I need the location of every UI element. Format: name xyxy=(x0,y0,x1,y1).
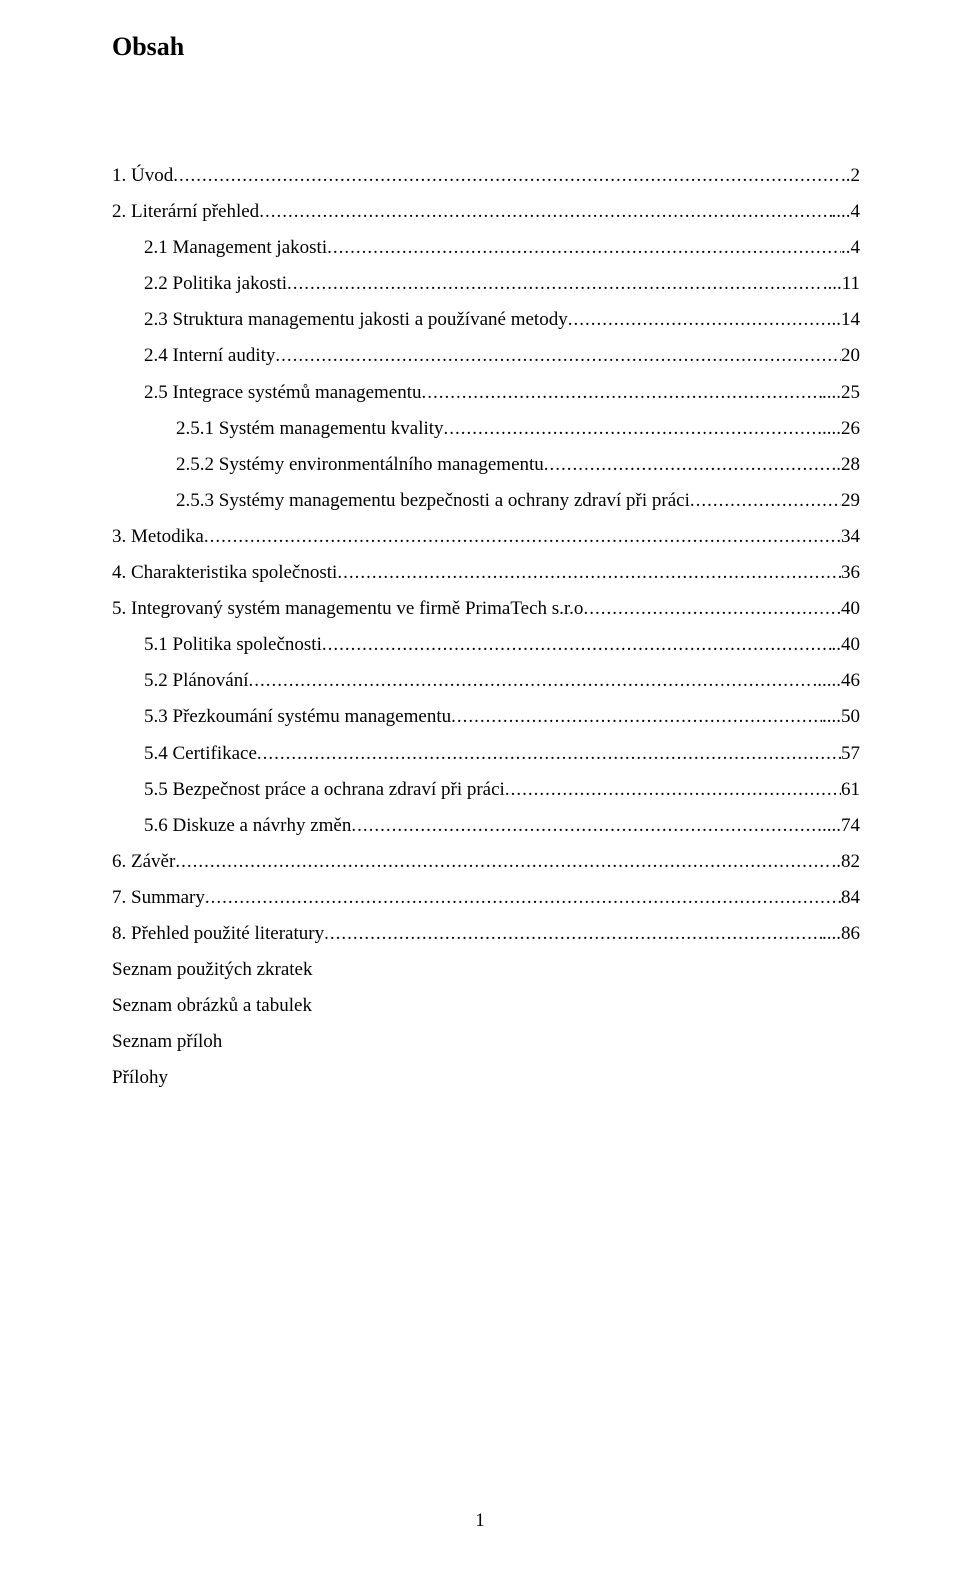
toc-entry: 2.5.3 Systémy managementu bezpečnosti a … xyxy=(112,483,860,519)
toc-entry-label: 4. Charakteristika společnosti xyxy=(112,555,337,591)
toc-entry-leader: ........................................… xyxy=(505,772,841,808)
toc-entry: 7. Summary..............................… xyxy=(112,880,860,916)
toc-entry-label: 2.3 Struktura managementu jakosti a použ… xyxy=(144,302,568,338)
toc-entry: 5.5 Bezpečnost práce a ochrana zdraví př… xyxy=(112,772,860,808)
toc-entry-label: 8. Přehled použité literatury xyxy=(112,916,324,952)
toc-entry-page: ....74 xyxy=(822,808,860,844)
toc-entry-leader: ........................................… xyxy=(422,375,822,411)
toc-entry: 5.1 Politika společnosti................… xyxy=(112,627,860,663)
toc-entry-leader: ........................................… xyxy=(690,483,841,519)
toc-entry-leader: ........................................… xyxy=(351,808,822,844)
toc-entry: 5.6 Diskuze a návrhy změn...............… xyxy=(112,808,860,844)
toc-entry-leader: ........................................… xyxy=(257,736,841,772)
toc-entry-label: 1. Úvod xyxy=(112,158,173,194)
page-number: 1 xyxy=(0,1510,960,1532)
toc-entry-leader: ........................................… xyxy=(259,194,831,230)
toc-entry-leader: ........................................… xyxy=(175,844,831,880)
toc-entry-label: 2.5.3 Systémy managementu bezpečnosti a … xyxy=(176,483,690,519)
toc-entry: 2.5.2 Systémy environmentálního manageme… xyxy=(112,447,860,483)
toc-plain-line: Seznam příloh xyxy=(112,1024,860,1060)
toc-entry-label: 7. Summary xyxy=(112,880,205,916)
toc-entry-label: 5.6 Diskuze a návrhy změn xyxy=(144,808,351,844)
toc-entry-page: ..40 xyxy=(832,627,861,663)
toc-entry: 2.3 Struktura managementu jakosti a použ… xyxy=(112,302,860,338)
toc-entry-leader: ........................................… xyxy=(444,411,822,447)
toc-entry-label: 5. Integrovaný systém managementu ve fir… xyxy=(112,591,583,627)
toc-plain-line: Seznam použitých zkratek xyxy=(112,952,860,988)
toc-entry: 5.4 Certifikace.........................… xyxy=(112,736,860,772)
toc-entry-leader: ........................................… xyxy=(451,699,822,735)
toc-entry-label: 5.4 Certifikace xyxy=(144,736,257,772)
toc-entry-leader: ........................................… xyxy=(287,266,823,302)
toc-entry: 2.5 Integrace systémů managementu.......… xyxy=(112,375,860,411)
toc-entry-label: 2. Literární přehled xyxy=(112,194,259,230)
toc-entry-label: 2.5.1 Systém managementu kvality xyxy=(176,411,444,447)
toc-entry: 5. Integrovaný systém managementu ve fir… xyxy=(112,591,860,627)
toc-entry-label: 5.3 Přezkoumání systému managementu xyxy=(144,699,451,735)
toc-entry-page: ....11 xyxy=(823,266,860,302)
toc-entry: 6. Závěr................................… xyxy=(112,844,860,880)
toc-entry-page: 20 xyxy=(841,338,860,374)
toc-entry-label: 6. Závěr xyxy=(112,844,175,880)
toc-entry-label: 2.2 Politika jakosti xyxy=(144,266,287,302)
toc-entry-page: 61 xyxy=(841,772,860,808)
toc-entry: 2.5.1 Systém managementu kvality........… xyxy=(112,411,860,447)
toc-entry: 1. Úvod.................................… xyxy=(112,158,860,194)
toc-entry-page: 36 xyxy=(841,555,860,591)
toc-entry-leader: ........................................… xyxy=(568,302,832,338)
toc-entry-page: ....86 xyxy=(822,916,860,952)
toc-entry-label: 2.1 Management jakosti xyxy=(144,230,327,266)
toc-entry-leader: ........................................… xyxy=(205,880,841,916)
toc-entry-page: 84 xyxy=(841,880,860,916)
toc-entry-page: ..82 xyxy=(832,844,861,880)
toc-entry-leader: ........................................… xyxy=(544,447,832,483)
toc-entry-page: ....25 xyxy=(822,375,860,411)
toc-entry-page: 40 xyxy=(841,591,860,627)
toc-entry-label: 2.5 Integrace systémů managementu xyxy=(144,375,422,411)
toc-entry-page: 34 xyxy=(841,519,860,555)
toc-entry-page: 29 xyxy=(841,483,860,519)
toc-entry-page: 57 xyxy=(841,736,860,772)
toc-entry-page: ..2 xyxy=(841,158,860,194)
toc-entry-page: ..14 xyxy=(832,302,861,338)
toc-entry-page: ..4 xyxy=(841,230,860,266)
toc-entry-leader: ........................................… xyxy=(322,627,832,663)
toc-entry-leader: ........................................… xyxy=(583,591,841,627)
toc-entry: 5.3 Přezkoumání systému managementu.....… xyxy=(112,699,860,735)
toc-entry-page: ......46 xyxy=(813,663,861,699)
toc-entry: 2.1 Management jakosti..................… xyxy=(112,230,860,266)
toc-entry-page: ....4 xyxy=(832,194,861,230)
toc-entry: 5.2 Plánování...........................… xyxy=(112,663,860,699)
toc-entry-page: ....26 xyxy=(822,411,860,447)
toc-entry-leader: ........................................… xyxy=(275,338,841,374)
toc-entry: 2. Literární přehled....................… xyxy=(112,194,860,230)
toc-entry: 8. Přehled použité literatury...........… xyxy=(112,916,860,952)
toc-entry: 2.2 Politika jakosti....................… xyxy=(112,266,860,302)
toc-list: 1. Úvod.................................… xyxy=(112,158,860,1096)
toc-entry-label: 2.4 Interní audity xyxy=(144,338,275,374)
toc-entry-leader: ........................................… xyxy=(249,663,813,699)
toc-entry-label: 5.1 Politika společnosti xyxy=(144,627,322,663)
toc-entry-leader: ........................................… xyxy=(327,230,841,266)
toc-entry-label: 3. Metodika xyxy=(112,519,204,555)
toc-entry-label: 5.5 Bezpečnost práce a ochrana zdraví př… xyxy=(144,772,505,808)
toc-entry-leader: ........................................… xyxy=(324,916,822,952)
document-page: Obsah 1. Úvod...........................… xyxy=(0,0,960,1584)
toc-entry-leader: ........................................… xyxy=(204,519,841,555)
toc-heading: Obsah xyxy=(112,32,860,62)
toc-entry-leader: ........................................… xyxy=(337,555,841,591)
toc-plain-line: Seznam obrázků a tabulek xyxy=(112,988,860,1024)
toc-entry: 2.4 Interní audity......................… xyxy=(112,338,860,374)
toc-entry: 3. Metodika.............................… xyxy=(112,519,860,555)
toc-entry-label: 5.2 Plánování xyxy=(144,663,249,699)
toc-entry-label: 2.5.2 Systémy environmentálního manageme… xyxy=(176,447,544,483)
toc-entry-page: ....50 xyxy=(822,699,860,735)
toc-entry: 4. Charakteristika společnosti..........… xyxy=(112,555,860,591)
toc-entry-page: ..28 xyxy=(832,447,861,483)
toc-entry-leader: ........................................… xyxy=(173,158,841,194)
toc-plain-line: Přílohy xyxy=(112,1060,860,1096)
